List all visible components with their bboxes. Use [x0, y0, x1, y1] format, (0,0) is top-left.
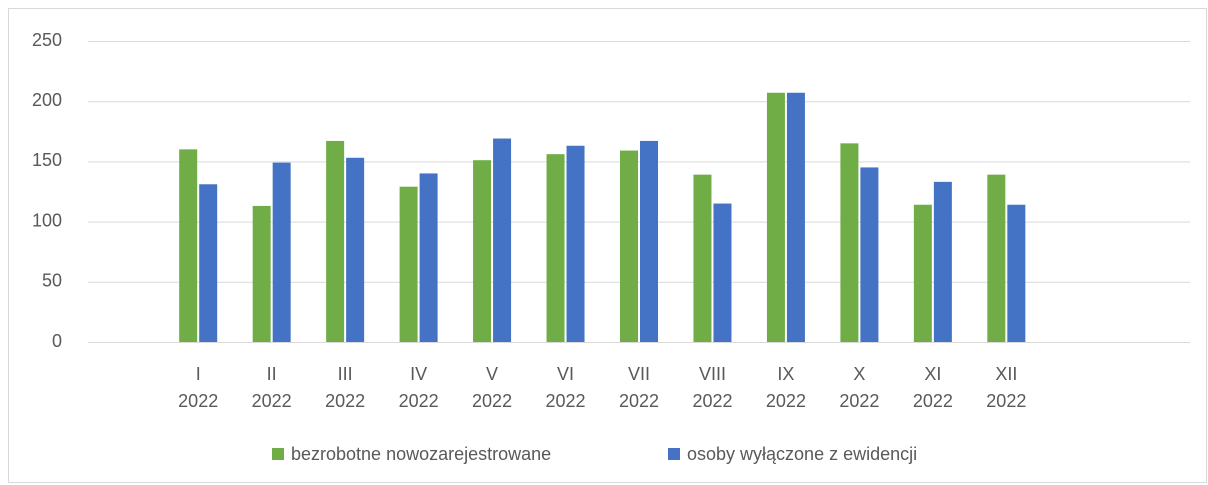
- bar: [640, 140, 658, 342]
- x-tick-label: 2022: [546, 391, 586, 411]
- bar: [179, 149, 198, 342]
- bar: [913, 204, 932, 342]
- bar: [199, 184, 218, 342]
- bar: [493, 138, 512, 342]
- x-tick-label: VIII: [699, 364, 726, 384]
- legend-swatch: [668, 448, 680, 460]
- x-tick-label: XII: [995, 364, 1017, 384]
- bar: [620, 150, 638, 342]
- bar: [566, 145, 585, 342]
- bar: [693, 174, 712, 342]
- bar: [840, 143, 859, 342]
- bar: [987, 174, 1006, 342]
- x-tick-label: 2022: [619, 391, 659, 411]
- x-tick-label: VI: [557, 364, 574, 384]
- bar: [252, 205, 271, 342]
- bar: [272, 162, 291, 342]
- x-tick-label: 2022: [839, 391, 879, 411]
- x-tick-label: 2022: [252, 391, 292, 411]
- x-tick-label: I: [196, 364, 201, 384]
- x-tick-label: 2022: [913, 391, 953, 411]
- y-tick-label: 50: [42, 271, 62, 291]
- x-tick-label: 2022: [692, 391, 732, 411]
- x-tick-label: II: [267, 364, 277, 384]
- bar: [326, 140, 345, 342]
- y-tick-label: 0: [52, 331, 62, 351]
- x-tick-label: IX: [777, 364, 794, 384]
- legend-label: osoby wyłączone z ewidencji: [687, 444, 917, 464]
- x-tick-label: VII: [628, 364, 650, 384]
- y-tick-label: 250: [32, 30, 62, 50]
- y-tick-label: 150: [32, 150, 62, 170]
- x-tick-label: 2022: [986, 391, 1026, 411]
- y-tick-label: 200: [32, 90, 62, 110]
- x-tick-label: 2022: [178, 391, 218, 411]
- bar: [1007, 204, 1026, 342]
- bar: [419, 173, 438, 342]
- bar: [473, 160, 492, 342]
- x-tick-label: 2022: [472, 391, 512, 411]
- x-tick-label: 2022: [766, 391, 806, 411]
- x-tick-label: 2022: [399, 391, 439, 411]
- x-tick-label: V: [486, 364, 498, 384]
- bar: [346, 157, 365, 342]
- bar: [933, 181, 952, 342]
- x-tick-label: 2022: [325, 391, 365, 411]
- bar: [399, 186, 418, 342]
- x-tick-label: IV: [410, 364, 427, 384]
- legend-label: bezrobotne nowozarejestrowane: [291, 444, 551, 464]
- x-tick-label: X: [853, 364, 865, 384]
- x-tick-label: III: [338, 364, 353, 384]
- bar: [860, 167, 879, 342]
- bar: [786, 92, 805, 342]
- x-tick-label: XI: [924, 364, 941, 384]
- legend-swatch: [272, 448, 284, 460]
- bar: [713, 203, 732, 342]
- bar: [546, 154, 565, 342]
- bar: [766, 92, 785, 342]
- y-tick-label: 100: [32, 210, 62, 230]
